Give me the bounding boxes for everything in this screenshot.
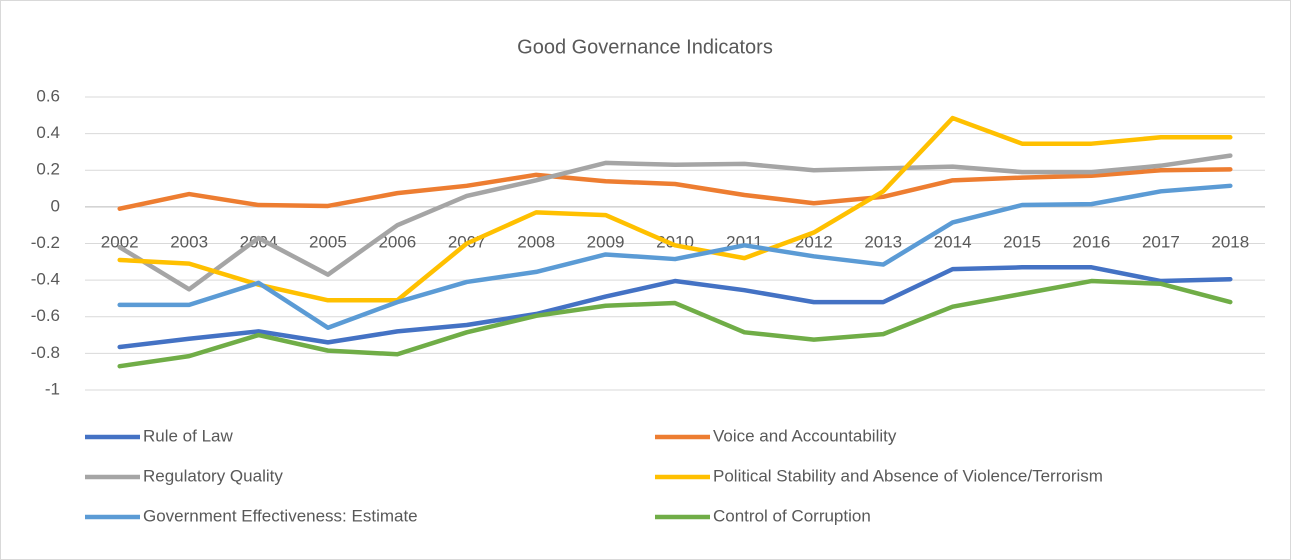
- chart-title: Good Governance Indicators: [517, 36, 773, 58]
- legend-label: Regulatory Quality: [143, 466, 283, 485]
- y-tick-label: -0.6: [31, 306, 60, 325]
- legend-label: Control of Corruption: [713, 506, 871, 525]
- series-line: [117, 278, 1233, 369]
- x-tick-label: 2008: [517, 232, 555, 251]
- x-tick-label: 2015: [1003, 232, 1041, 251]
- legend-label: Political Stability and Absence of Viole…: [713, 466, 1103, 485]
- y-tick-label: 0: [51, 196, 60, 215]
- y-tick-label: -0.2: [31, 233, 60, 252]
- x-tick-label: 2002: [101, 232, 139, 251]
- y-tick-label: -0.8: [31, 343, 60, 362]
- x-tick-label: 2016: [1073, 232, 1111, 251]
- legend-label: Voice and Accountability: [713, 426, 897, 445]
- y-tick-label: 0.2: [36, 160, 60, 179]
- legend-label: Government Effectiveness: Estimate: [143, 506, 418, 525]
- series-line: [117, 115, 1233, 303]
- series-line: [117, 167, 1233, 211]
- x-tick-label: 2013: [864, 232, 902, 251]
- y-tick-label: 0.4: [36, 123, 60, 142]
- series-line: [117, 183, 1233, 330]
- x-tick-label: 2018: [1211, 232, 1249, 251]
- x-tick-label: 2005: [309, 232, 347, 251]
- y-tick-label: -0.4: [31, 270, 60, 289]
- series-line: [117, 153, 1233, 292]
- x-tick-label: 2006: [378, 232, 416, 251]
- x-tick-label: 2003: [170, 232, 208, 251]
- legend-label: Rule of Law: [143, 426, 233, 445]
- x-tick-label: 2014: [934, 232, 972, 251]
- y-tick-label: -1: [45, 379, 60, 398]
- x-tick-label: 2009: [587, 232, 625, 251]
- series-line: [117, 265, 1233, 350]
- x-tick-label: 2017: [1142, 232, 1180, 251]
- y-tick-label: 0.6: [36, 86, 60, 105]
